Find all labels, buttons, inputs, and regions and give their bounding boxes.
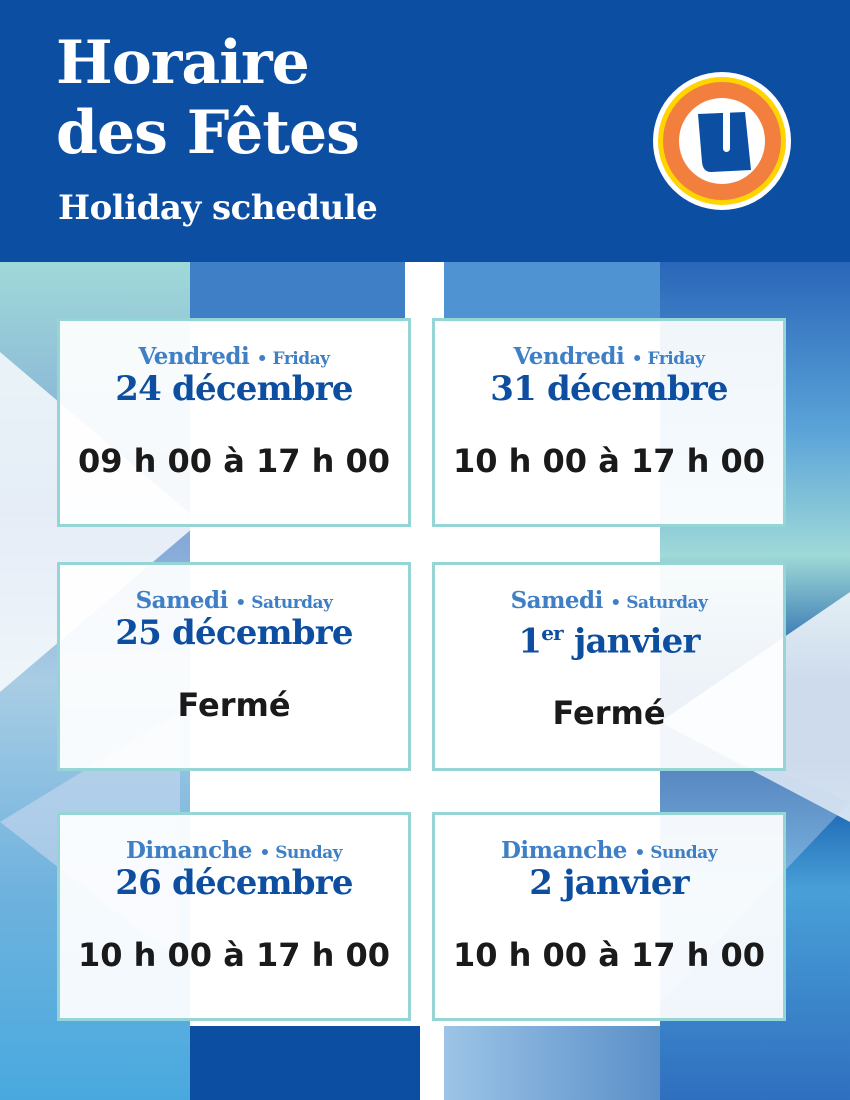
schedule-card: Dimanche • Sunday 2 janvier 10 h 00 à 17… (432, 812, 786, 1021)
title: Horaire des Fêtes (56, 28, 360, 168)
schedule-card: Samedi • Saturday 1er janvier Fermé (432, 562, 786, 771)
schedule-card: Dimanche • Sunday 26 décembre 10 h 00 à … (57, 812, 411, 1021)
subtitle: Holiday schedule (58, 188, 378, 228)
header: Horaire des Fêtes Holiday schedule (0, 0, 850, 262)
schedule-card: Vendredi • Friday 31 décembre 10 h 00 à … (432, 318, 786, 527)
schedule-card: Samedi • Saturday 25 décembre Fermé (57, 562, 411, 771)
u-logo-icon (653, 72, 791, 210)
schedule-card: Vendredi • Friday 24 décembre 09 h 00 à … (57, 318, 411, 527)
